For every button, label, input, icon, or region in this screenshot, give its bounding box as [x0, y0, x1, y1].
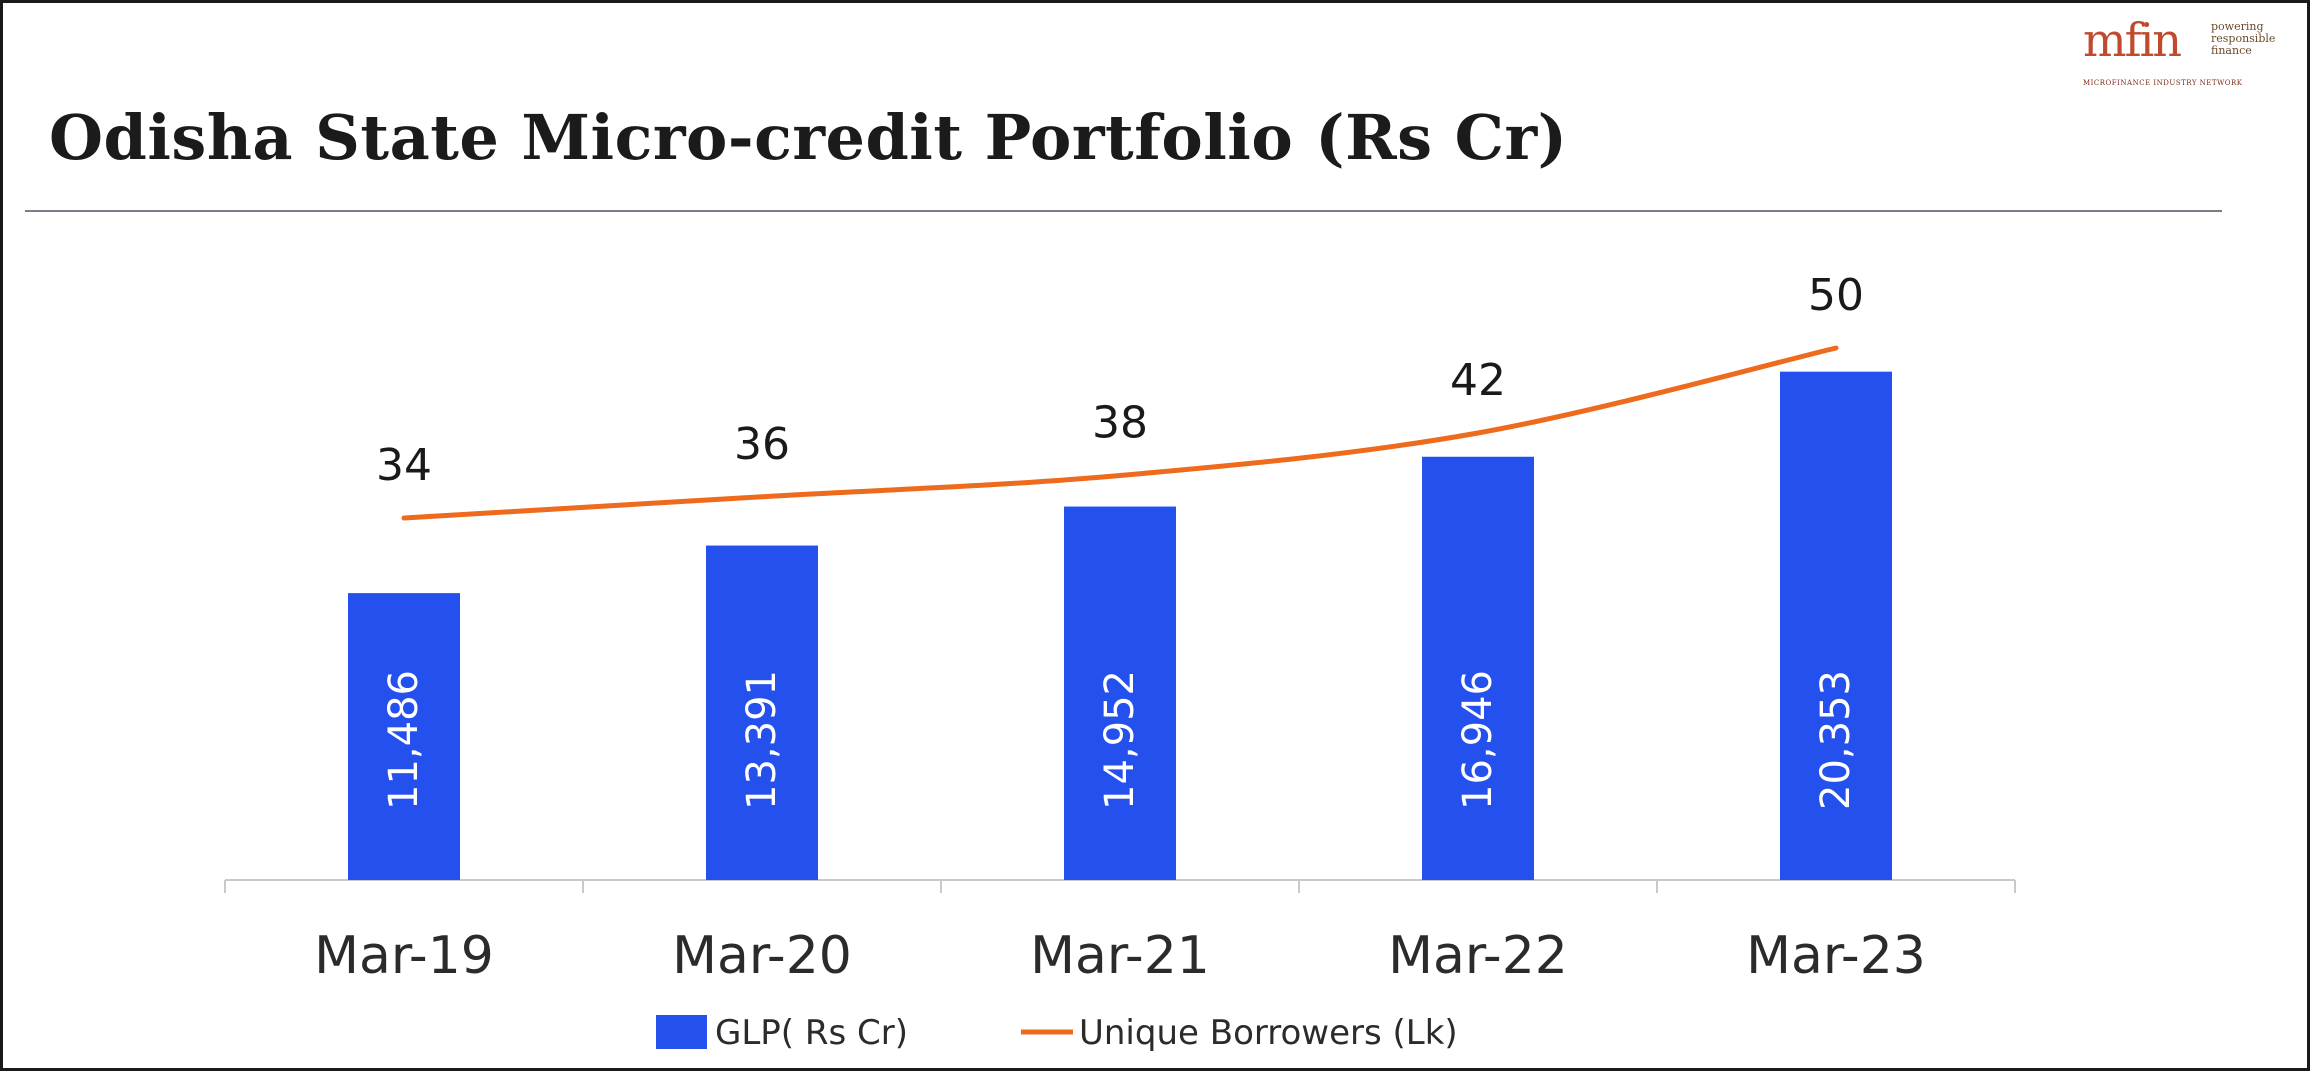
- bar-glp: [348, 593, 460, 880]
- bar-value-label: 11,486: [381, 670, 427, 810]
- x-tick-label: Mar-19: [314, 926, 494, 986]
- bar-value-label: 16,946: [1455, 670, 1501, 810]
- bar-glp: [1780, 371, 1892, 880]
- bar-value-label: 13,391: [739, 670, 785, 810]
- legend-label-glp: GLP( Rs Cr): [715, 1013, 908, 1053]
- combo-chart: Mar-19 Mar-20 Mar-21 Mar-22 Mar-23 11,486 13,…: [224, 270, 2016, 1053]
- line-value-label: 38: [1092, 398, 1148, 449]
- x-tick-label: Mar-22: [1388, 926, 1568, 986]
- x-tick-label: Mar-20: [672, 926, 852, 986]
- bar-value-label: 14,952: [1097, 670, 1143, 810]
- logo-tagline-line: powering: [2211, 20, 2264, 33]
- logo-tagline-line: responsible: [2211, 32, 2276, 45]
- legend-swatch-glp: [656, 1015, 707, 1049]
- logo-network-text: Microfinance Industry Network: [2083, 79, 2243, 87]
- legend-label-borrowers: Unique Borrowers (Lk): [1079, 1013, 1458, 1053]
- line-value-label: 42: [1450, 355, 1506, 406]
- page-title: Odisha State Micro-credit Portfolio (Rs …: [49, 101, 1568, 174]
- bar-glp: [706, 545, 818, 880]
- bar-glp: [1422, 456, 1534, 880]
- x-tick-label: Mar-21: [1030, 926, 1210, 986]
- bar-value-label: 20,353: [1813, 670, 1859, 810]
- title-divider: [25, 210, 2222, 212]
- logo-mark: mfin: [2083, 13, 2182, 67]
- bar-glp: [1064, 506, 1176, 880]
- logo-tagline-line: finance: [2211, 44, 2252, 57]
- x-tick-label: Mar-23: [1746, 926, 1926, 986]
- logo-tagline: powering responsible finance: [2211, 21, 2301, 57]
- line-value-label: 36: [734, 419, 790, 470]
- line-unique-borrowers: [401, 345, 1839, 521]
- line-value-label: 34: [376, 440, 432, 491]
- mfin-logo: mfin powering responsible finance Microf…: [2083, 17, 2298, 89]
- line-value-label: 50: [1808, 270, 1864, 321]
